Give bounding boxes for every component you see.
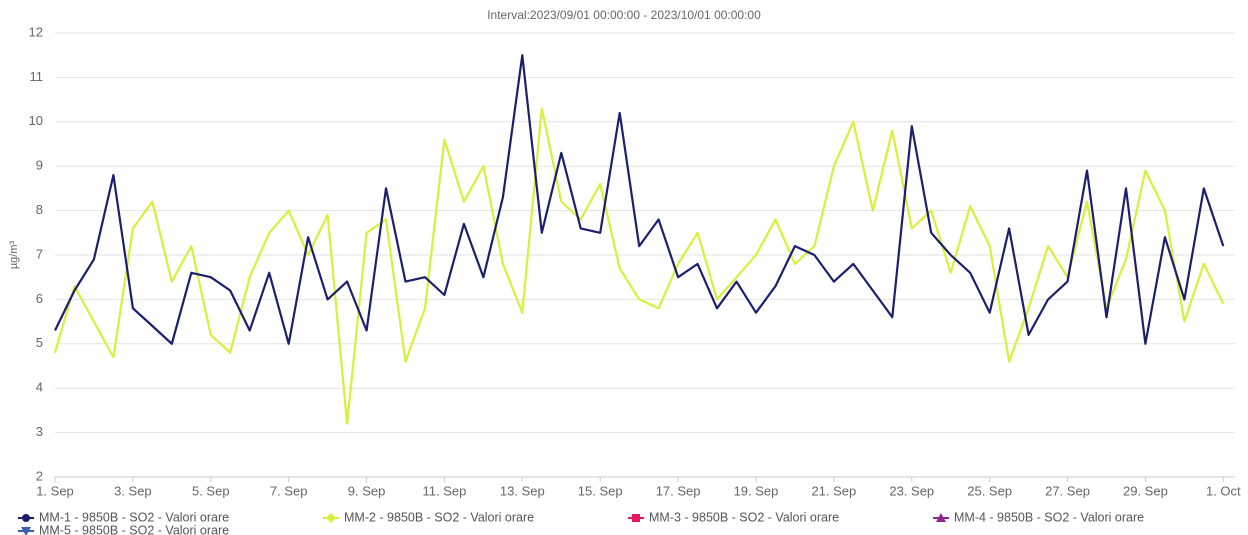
x-tick-label: 15. Sep: [578, 483, 623, 498]
x-tick-label: 1. Oct: [1206, 483, 1241, 498]
legend-label: MM-4 - 9850B - SO2 - Valori orare: [954, 510, 1144, 524]
y-tick-label: 6: [36, 291, 43, 306]
y-tick-label: 8: [36, 202, 43, 217]
y-tick-label: 3: [36, 424, 43, 439]
x-tick-label: 13. Sep: [500, 483, 545, 498]
legend-marker: [632, 514, 640, 522]
y-tick-label: 4: [36, 380, 43, 395]
x-tick-label: 25. Sep: [967, 483, 1012, 498]
y-tick-label: 10: [29, 113, 43, 128]
legend-marker: [21, 527, 31, 535]
x-tick-label: 3. Sep: [114, 483, 152, 498]
x-tick-label: 5. Sep: [192, 483, 230, 498]
x-tick-label: 21. Sep: [811, 483, 856, 498]
chart-title: Interval:2023/09/01 00:00:00 - 2023/10/0…: [487, 8, 761, 22]
y-tick-label: 5: [36, 335, 43, 350]
x-tick-label: 11. Sep: [423, 483, 467, 498]
legend-label: MM-3 - 9850B - SO2 - Valori orare: [649, 510, 839, 524]
x-tick-label: 17. Sep: [656, 483, 701, 498]
x-tick-label: 27. Sep: [1045, 483, 1090, 498]
y-tick-label: 11: [30, 69, 44, 84]
legend-marker: [326, 513, 336, 523]
legend-marker: [936, 513, 946, 522]
x-tick-label: 19. Sep: [734, 483, 779, 498]
y-tick-label: 7: [36, 246, 43, 261]
x-tick-label: 1. Sep: [36, 483, 74, 498]
x-tick-label: 9. Sep: [348, 483, 386, 498]
x-tick-label: 7. Sep: [270, 483, 308, 498]
legend-marker: [22, 514, 30, 522]
y-tick-label: 9: [36, 158, 43, 173]
x-tick-label: 23. Sep: [889, 483, 934, 498]
legend-label: MM-2 - 9850B - SO2 - Valori orare: [344, 510, 534, 524]
legend-label: MM-5 - 9850B - SO2 - Valori orare: [39, 523, 229, 535]
y-axis-label: µg/m³: [8, 240, 20, 269]
x-tick-label: 29. Sep: [1123, 483, 1168, 498]
series-line: [54, 54, 1225, 345]
y-tick-label: 12: [29, 24, 43, 39]
y-tick-label: 2: [36, 468, 43, 483]
series-line: [53, 107, 1225, 425]
legend-label: MM-1 - 9850B - SO2 - Valori orare: [39, 510, 229, 524]
